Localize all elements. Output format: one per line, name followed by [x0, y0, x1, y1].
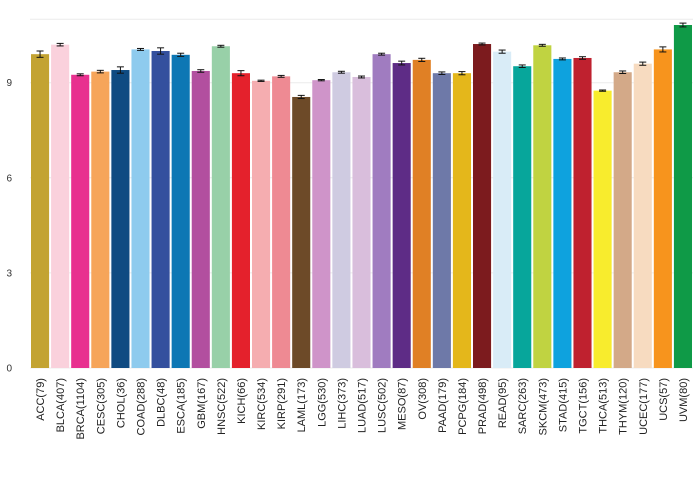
- x-tick-label: UCEC(177): [638, 378, 650, 435]
- x-tick-label: SARC(263): [517, 378, 529, 434]
- y-tick-label: 6: [6, 173, 12, 184]
- x-tick-label: LGG(530): [316, 378, 328, 427]
- bar: [71, 74, 90, 369]
- x-tick-label: KIRP(291): [276, 378, 288, 429]
- bar: [673, 25, 692, 368]
- x-tick-label: GBM(167): [196, 378, 208, 429]
- x-tick-label: CHOL(36): [115, 378, 127, 428]
- x-tick-label: UCS(57): [658, 378, 670, 421]
- x-tick-label: ESCA(185): [176, 378, 188, 434]
- x-tick-label: LUSC(502): [377, 378, 389, 433]
- bar: [191, 70, 210, 368]
- bar: [613, 72, 632, 368]
- bar: [151, 51, 170, 368]
- x-tick-label: MESO(87): [397, 378, 409, 430]
- bar: [593, 90, 612, 368]
- x-tick-label: READ(95): [497, 378, 509, 428]
- bar: [272, 76, 291, 369]
- y-axis: 0 3 6 9: [6, 78, 12, 374]
- bar: [231, 73, 250, 368]
- x-tick-label: PCPG(184): [457, 378, 469, 435]
- bar: [432, 73, 451, 368]
- x-tick-label: HNSC(522): [216, 378, 228, 435]
- bar: [352, 76, 371, 368]
- bar-layer: [31, 25, 692, 369]
- x-tick-label: COAD(288): [136, 378, 148, 435]
- bar: [111, 70, 130, 369]
- x-tick-label: SKCM(473): [537, 378, 549, 435]
- bar: [412, 59, 431, 368]
- bar: [91, 71, 110, 368]
- bar: [653, 49, 672, 368]
- bar: [372, 54, 391, 369]
- y-tick-label: 9: [6, 78, 12, 89]
- x-tick-label: PRAD(498): [477, 378, 489, 434]
- x-tick-label: KIRC(534): [256, 378, 268, 430]
- x-tick-label: STAD(415): [557, 378, 569, 432]
- bar: [513, 66, 532, 368]
- x-tick-label: THCA(513): [598, 378, 610, 434]
- x-tick-label: UVM(80): [678, 378, 690, 422]
- y-tick-label: 0: [6, 364, 12, 375]
- bar: [392, 63, 411, 369]
- x-tick-label: THYM(120): [618, 378, 630, 435]
- bar: [553, 58, 572, 369]
- x-tick-label: KICH(66): [236, 378, 248, 424]
- bar: [252, 80, 271, 368]
- bar: [633, 63, 652, 369]
- x-tick-label: PAAD(179): [437, 378, 449, 433]
- bar: [131, 49, 150, 368]
- bar: [31, 54, 50, 369]
- x-tick-label: ACC(79): [35, 378, 47, 421]
- x-tick-label: LUAD(517): [357, 378, 369, 433]
- x-tick-label: OV(308): [417, 378, 429, 420]
- x-tick-label: LAML(173): [296, 378, 308, 432]
- bar: [171, 54, 190, 368]
- bar: [473, 44, 492, 368]
- x-tick-label: DLBC(48): [156, 378, 168, 427]
- bar: [332, 72, 351, 368]
- x-tick-label: BLCA(407): [55, 378, 67, 432]
- bar: [493, 51, 512, 368]
- bar: [211, 46, 230, 369]
- x-tick-label: BRCA(1104): [75, 378, 87, 440]
- x-tick-label: CESC(305): [95, 378, 107, 434]
- bar: [533, 45, 552, 368]
- bar: [51, 44, 70, 368]
- y-tick-label: 3: [6, 268, 12, 279]
- bar: [312, 80, 331, 368]
- x-tick-label: TGCT(156): [578, 378, 590, 434]
- x-axis: ACC(79) BLCA(407) BRCA(1104) CESC(305) CHOL(…: [35, 378, 690, 440]
- x-tick-label: LIHC(373): [336, 378, 348, 429]
- bar: [452, 73, 471, 368]
- error-bar-layer: [36, 22, 687, 100]
- bar: [573, 57, 592, 368]
- bar: [292, 96, 311, 368]
